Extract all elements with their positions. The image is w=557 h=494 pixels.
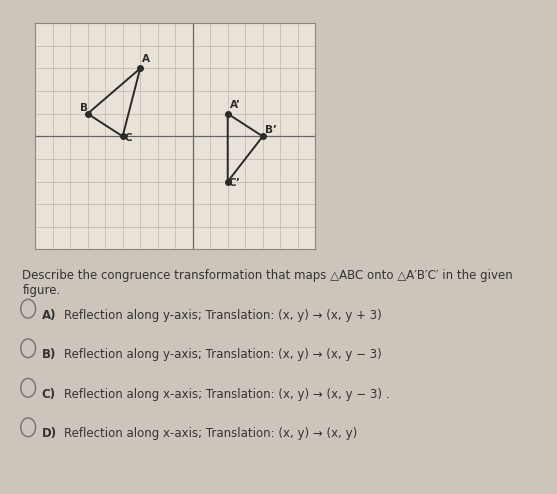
Text: figure.: figure.	[22, 284, 61, 297]
Text: D): D)	[42, 427, 57, 440]
Text: A’: A’	[229, 100, 240, 110]
Text: Reflection along y-axis; Translation: (x, y) → (x, y + 3): Reflection along y-axis; Translation: (x…	[64, 309, 382, 322]
Text: C’: C’	[228, 178, 241, 188]
Text: B’: B’	[265, 125, 277, 135]
Text: B): B)	[42, 348, 56, 361]
Text: C: C	[124, 133, 131, 143]
Text: Reflection along x-axis; Translation: (x, y) → (x, y): Reflection along x-axis; Translation: (x…	[64, 427, 357, 440]
Text: A): A)	[42, 309, 56, 322]
Text: A: A	[142, 54, 150, 64]
Text: Describe the congruence transformation that maps △ABC onto △A′B′C′ in the given: Describe the congruence transformation t…	[22, 269, 513, 282]
Text: B: B	[80, 103, 88, 113]
Text: Reflection along y-axis; Translation: (x, y) → (x, y − 3): Reflection along y-axis; Translation: (x…	[64, 348, 382, 361]
Text: Reflection along x-axis; Translation: (x, y) → (x, y − 3) .: Reflection along x-axis; Translation: (x…	[64, 388, 389, 401]
Text: C): C)	[42, 388, 56, 401]
